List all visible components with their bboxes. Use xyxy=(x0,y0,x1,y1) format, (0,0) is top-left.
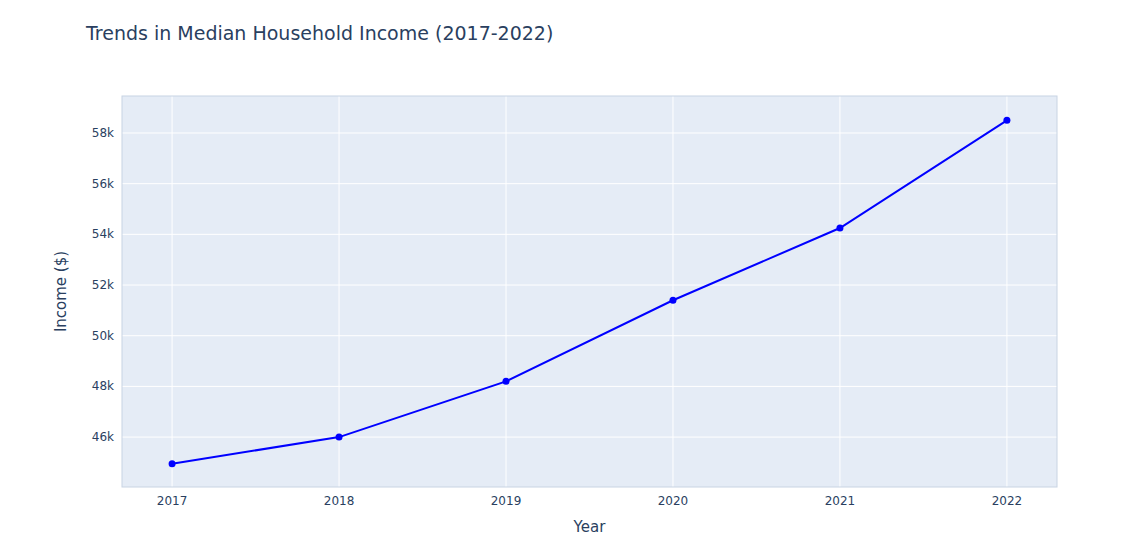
x-tick-label: 2019 xyxy=(491,494,522,508)
data-point[interactable] xyxy=(503,378,510,385)
y-grid-line xyxy=(122,234,1057,235)
chart: 46k 48k 50k 52k 54k 56k 58k 2017 2018 2019 2020 202… xyxy=(0,0,1123,556)
y-tick-label: 54k xyxy=(92,227,114,241)
y-grid-line xyxy=(122,183,1057,184)
y-tick-label: 58k xyxy=(92,126,114,140)
y-tick-label: 52k xyxy=(92,278,114,292)
y-grid-line xyxy=(122,437,1057,438)
chart-title: Trends in Median Household Income (2017-… xyxy=(85,22,553,44)
data-point[interactable] xyxy=(669,297,676,304)
x-grid-line xyxy=(506,96,507,487)
x-tick-label: 2017 xyxy=(157,494,188,508)
x-axis-title: Year xyxy=(573,518,607,536)
income-line xyxy=(172,120,1007,463)
data-point[interactable] xyxy=(169,460,176,467)
y-tick-label: 56k xyxy=(92,177,114,191)
data-group xyxy=(169,117,1011,467)
x-grid-line xyxy=(172,96,173,487)
y-grid-line xyxy=(122,335,1057,336)
y-axis-title: Income ($) xyxy=(52,251,70,332)
x-tick-label: 2021 xyxy=(825,494,856,508)
data-point[interactable] xyxy=(836,225,843,232)
data-point[interactable] xyxy=(1003,117,1010,124)
x-tick-label: 2020 xyxy=(658,494,689,508)
x-tick-label: 2018 xyxy=(324,494,355,508)
x-grid-line xyxy=(839,96,840,487)
y-grid-line xyxy=(122,132,1057,133)
plot-frame xyxy=(122,96,1057,487)
y-tick-label: 48k xyxy=(92,379,114,393)
x-tick-label: 2022 xyxy=(992,494,1023,508)
y-tick-label: 50k xyxy=(92,329,114,343)
y-tick-label: 46k xyxy=(92,430,114,444)
x-grid-line xyxy=(339,96,340,487)
plot-background xyxy=(122,96,1057,487)
x-grid-line xyxy=(1006,96,1007,487)
data-point[interactable] xyxy=(336,434,343,441)
y-grid-line xyxy=(122,285,1057,286)
x-grid-line xyxy=(672,96,673,487)
y-grid-line xyxy=(122,386,1057,387)
